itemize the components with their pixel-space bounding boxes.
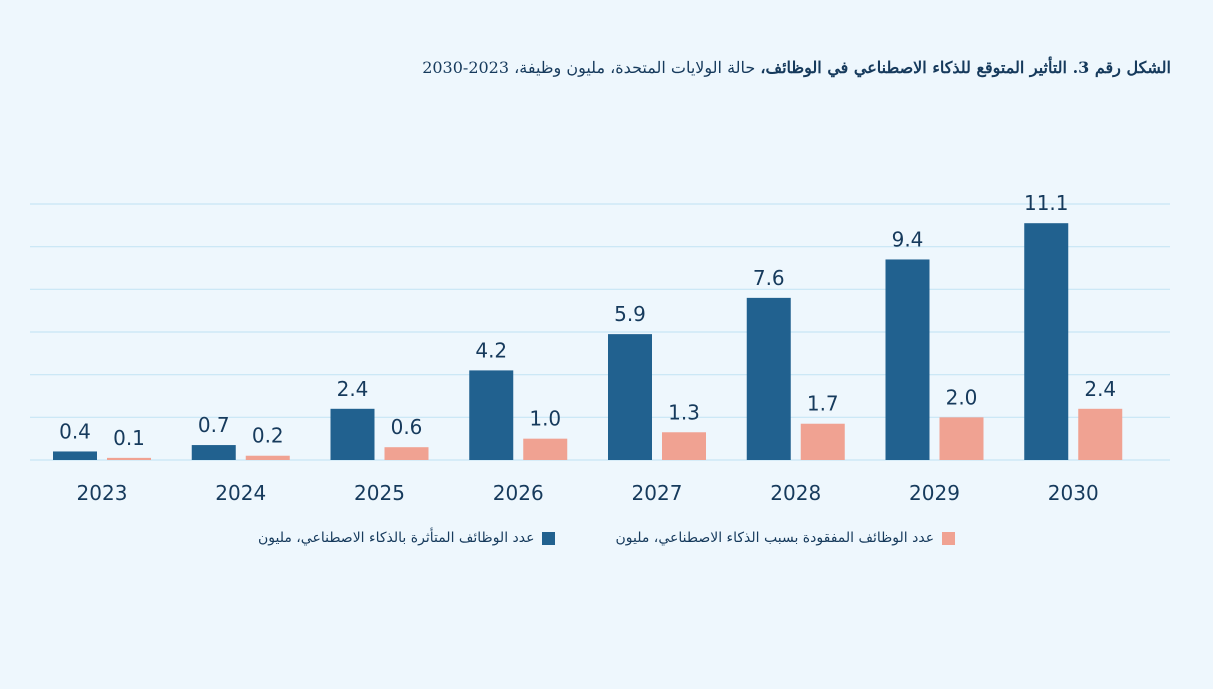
category-label: 2027 xyxy=(632,481,683,505)
value-label-affected: 7.6 xyxy=(753,266,785,290)
value-label-lost: 1.0 xyxy=(529,407,561,431)
bar-lost xyxy=(245,455,290,460)
category-label: 2028 xyxy=(770,481,821,505)
value-label-affected: 11.1 xyxy=(1024,191,1069,215)
value-label-lost: 0.2 xyxy=(252,424,284,448)
chart-title-normal: حالة الولايات المتحدة، مليون وظيفة، 2023… xyxy=(422,58,761,77)
bar-affected xyxy=(191,445,236,460)
value-labels: 0.4 0.1 0.7 0.2 2.4 0.6 4.2 1.0 5.9 1.3 7.6 1.7 9.4 2… xyxy=(59,191,1116,450)
legend-swatch-affected xyxy=(542,531,556,545)
bar-affected xyxy=(608,334,652,460)
bars xyxy=(53,223,1123,460)
value-label-affected: 0.7 xyxy=(198,413,230,437)
bar-affected xyxy=(1024,223,1069,460)
value-label-affected: 2.4 xyxy=(337,377,369,401)
category-label: 2026 xyxy=(493,481,544,505)
legend: عدد الوظائف المفقودة بسبب الذكاء الاصطنا… xyxy=(0,530,1213,546)
value-label-affected: 0.4 xyxy=(59,419,91,443)
category-label: 2024 xyxy=(215,481,266,505)
category-labels: 2023 2024 2025 2026 2027 2028 2029 2030 xyxy=(77,481,1099,505)
category-label: 2023 xyxy=(77,481,128,505)
value-label-affected: 4.2 xyxy=(475,338,507,362)
bar-lost xyxy=(107,457,151,460)
bar-affected xyxy=(746,297,791,460)
value-label-affected: 5.9 xyxy=(614,302,646,326)
bar-affected xyxy=(53,451,97,460)
value-label-lost: 2.0 xyxy=(946,385,978,409)
bar-lost xyxy=(384,447,429,460)
value-label-lost: 0.6 xyxy=(391,415,423,439)
value-label-lost: 0.1 xyxy=(113,426,145,450)
legend-swatch-lost xyxy=(942,531,956,545)
category-label: 2029 xyxy=(909,481,960,505)
bar-lost xyxy=(662,432,706,460)
bar-lost xyxy=(939,417,984,460)
bar-affected xyxy=(469,370,514,460)
bar-affected xyxy=(330,408,375,460)
legend-item-affected: عدد الوظائف المتأثرة بالذكاء الاصطناعي، … xyxy=(258,530,556,546)
chart-title: الشكل رقم 3. التأثير المتوقع للذكاء الاص… xyxy=(422,58,1171,77)
legend-item-lost: عدد الوظائف المفقودة بسبب الذكاء الاصطنا… xyxy=(615,530,956,546)
category-label: 2025 xyxy=(354,481,405,505)
value-label-lost: 2.4 xyxy=(1084,377,1116,401)
value-label-lost: 1.3 xyxy=(668,400,700,424)
bar-lost xyxy=(1078,408,1123,460)
bar-affected xyxy=(885,259,930,460)
legend-label-lost: عدد الوظائف المفقودة بسبب الذكاء الاصطنا… xyxy=(615,530,935,546)
bar-lost xyxy=(523,438,568,460)
bar-lost xyxy=(800,423,845,460)
category-label: 2030 xyxy=(1048,481,1099,505)
legend-label-affected: عدد الوظائف المتأثرة بالذكاء الاصطناعي، … xyxy=(257,530,535,546)
chart-title-bold: الشكل رقم 3. التأثير المتوقع للذكاء الاص… xyxy=(760,58,1171,77)
value-label-lost: 1.7 xyxy=(807,392,839,416)
value-label-affected: 9.4 xyxy=(892,227,924,251)
